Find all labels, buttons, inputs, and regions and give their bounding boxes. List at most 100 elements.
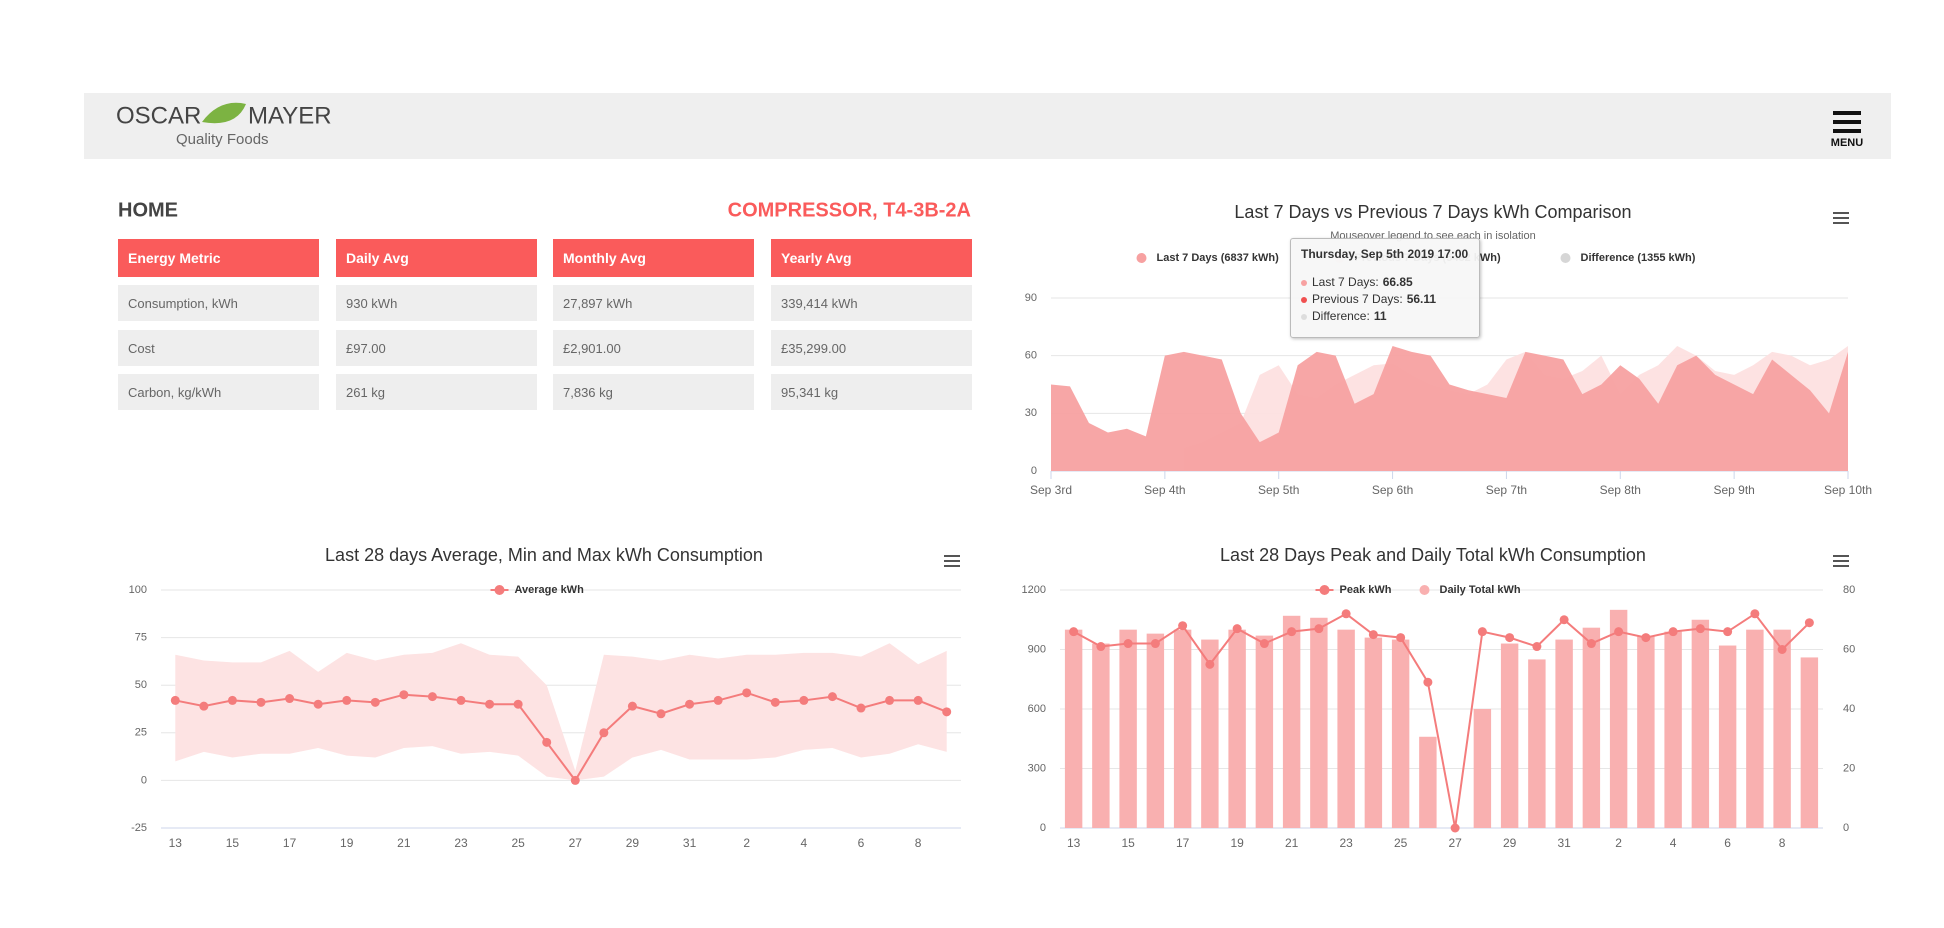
x-tick-label: Sep 10th <box>1824 483 1872 497</box>
point <box>799 695 809 705</box>
page-title: HOME <box>118 199 178 221</box>
point <box>827 692 837 702</box>
table-cell: 930 kWh <box>336 285 537 321</box>
y-tick-label: 100 <box>129 584 147 596</box>
chart-menu[interactable] <box>944 555 960 567</box>
point <box>942 707 952 717</box>
y2-tick-label: 40 <box>1843 703 1855 715</box>
legend-label: Difference (1355 kWh) <box>1581 252 1696 264</box>
bar <box>1664 631 1682 828</box>
table-header-cell: Daily Avg <box>336 239 537 277</box>
point <box>1532 642 1542 652</box>
point <box>1150 639 1160 649</box>
table-cell: £97.00 <box>336 330 537 366</box>
x-tick-label: Sep 3rd <box>1030 483 1072 497</box>
point <box>685 699 695 709</box>
table-cell: £2,901.00 <box>553 330 754 366</box>
x-tick-label: 4 <box>1670 836 1677 850</box>
point <box>427 692 437 702</box>
table-cell: 95,341 kg <box>771 374 972 410</box>
x-tick-label: 19 <box>340 836 354 850</box>
menu-button[interactable]: MENU <box>1831 111 1863 149</box>
x-tick-label: 4 <box>801 836 808 850</box>
x-tick-label: 27 <box>569 836 583 850</box>
point <box>370 697 380 707</box>
point <box>1259 639 1269 649</box>
point <box>1559 615 1569 625</box>
point <box>342 695 352 705</box>
logo-tagline: Quality Foods <box>176 131 269 148</box>
point <box>627 701 637 711</box>
bar <box>1064 629 1083 828</box>
tooltip-label: Last 7 Days: <box>1312 275 1379 289</box>
bar <box>1582 627 1601 828</box>
table-cell: Consumption, kWh <box>118 285 319 321</box>
x-tick-label: 29 <box>1503 836 1517 850</box>
range-band <box>175 643 947 781</box>
menu-bar <box>1833 129 1861 133</box>
y-tick-label: 300 <box>1028 762 1046 774</box>
bar <box>1473 709 1492 828</box>
point <box>913 695 923 705</box>
point <box>1450 823 1460 833</box>
y2-tick-label: 60 <box>1843 643 1855 655</box>
tooltip-value: 66.85 <box>1382 275 1413 289</box>
point <box>1505 633 1515 643</box>
table-cell: £35,299.00 <box>771 330 972 366</box>
x-tick-label: 29 <box>626 836 640 850</box>
y-tick-label: 25 <box>135 727 147 739</box>
point <box>1695 624 1705 634</box>
y-tick-label: 0 <box>1040 822 1046 834</box>
tooltip-dot <box>1301 297 1307 303</box>
tooltip-dot <box>1301 280 1307 286</box>
point <box>856 703 866 713</box>
point <box>1396 633 1406 643</box>
y-tick-label: 1200 <box>1022 584 1046 596</box>
bar <box>1800 657 1819 828</box>
point <box>1368 630 1378 640</box>
point <box>1341 609 1351 619</box>
point <box>770 697 780 707</box>
table-cell: 261 kg <box>336 374 537 410</box>
legend-label: Last 7 Days (6837 kWh) <box>1157 252 1280 264</box>
chart-menu[interactable] <box>1833 555 1849 567</box>
point <box>599 728 609 738</box>
table-header-cell: Yearly Avg <box>771 239 972 277</box>
x-tick-label: 2 <box>1615 836 1622 850</box>
logo-text: OSCAR <box>116 102 201 129</box>
x-tick-label: 6 <box>858 836 865 850</box>
chart-menu[interactable] <box>1833 212 1849 224</box>
point <box>1232 624 1242 634</box>
line <box>175 691 948 783</box>
x-tick-label: 6 <box>1724 836 1731 850</box>
point <box>1586 639 1596 649</box>
x-tick-label: 8 <box>1779 836 1786 850</box>
y-tick-label: -25 <box>131 822 147 834</box>
point <box>199 701 209 711</box>
legend-symbol <box>1560 253 1571 263</box>
x-tick-label: 21 <box>1285 836 1299 850</box>
x-tick-label: Sep 7th <box>1486 483 1527 497</box>
bar <box>1746 629 1764 828</box>
point <box>1777 645 1787 654</box>
x-tick-label: 17 <box>283 836 297 850</box>
bar <box>1173 629 1192 828</box>
point <box>485 699 495 709</box>
y-tick-label: 900 <box>1028 643 1046 655</box>
x-tick-label: Sep 9th <box>1713 483 1754 497</box>
line <box>1073 612 1811 829</box>
point <box>656 709 666 719</box>
tooltip-line: Last 7 Days: 66.85 <box>1301 275 1413 289</box>
point <box>1178 621 1188 631</box>
y-tick-label: 30 <box>1025 407 1037 419</box>
menu-bar <box>1833 120 1861 124</box>
point <box>1314 624 1324 634</box>
tooltip-label: Previous 7 Days: <box>1312 292 1403 306</box>
legend-label: Average kWh <box>515 584 585 596</box>
header-bar <box>84 93 1891 159</box>
bar <box>1528 659 1546 828</box>
point <box>1096 642 1106 652</box>
bar <box>1119 629 1137 828</box>
point <box>1123 639 1133 649</box>
